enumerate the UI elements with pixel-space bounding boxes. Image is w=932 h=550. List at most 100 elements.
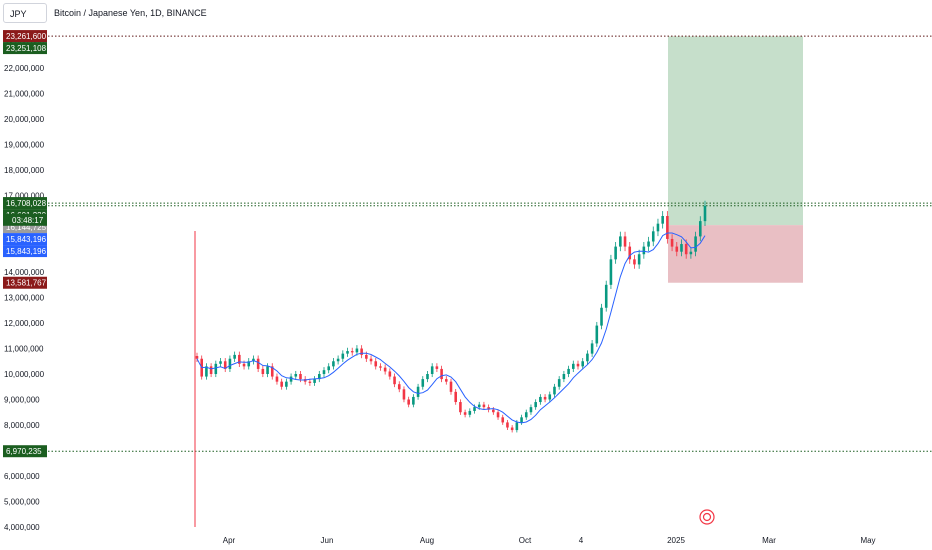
y-tick-label: 14,000,000: [4, 268, 45, 277]
candle-body: [233, 354, 236, 359]
candle-body: [449, 381, 453, 392]
candle-body: [374, 361, 378, 367]
candle-body: [421, 379, 425, 387]
x-tick-label: May: [860, 536, 875, 545]
price-label-bg: [3, 245, 47, 258]
chart-title: Bitcoin / Japanese Yen, 1D, BINANCE: [54, 8, 207, 18]
x-tick-label: 4: [579, 536, 584, 545]
candlestick-series: [195, 200, 707, 433]
candle-body: [407, 399, 410, 405]
y-tick-label: 21,000,000: [4, 90, 45, 99]
candle-body: [581, 361, 584, 367]
candle-body: [332, 361, 335, 367]
candle-body: [666, 216, 669, 239]
y-tick-label: 22,000,000: [4, 64, 45, 73]
candle-body: [699, 221, 702, 237]
candle-body: [590, 343, 594, 354]
candle-body: [280, 381, 283, 387]
candle-body: [270, 366, 274, 377]
candle-body: [543, 396, 547, 400]
candle-body: [383, 367, 387, 372]
candle-body: [496, 412, 500, 418]
candle-body: [595, 325, 599, 344]
candle-body: [365, 354, 368, 359]
candle-body: [261, 368, 265, 375]
stop-zone: [668, 225, 803, 283]
candle-body: [454, 391, 457, 403]
candle-body: [510, 427, 514, 431]
position-zones: [668, 36, 803, 283]
y-tick-label: 20,000,000: [4, 115, 45, 124]
candle-body: [487, 407, 490, 410]
candle-body: [670, 238, 674, 247]
candle-body: [633, 259, 636, 265]
candle-body: [524, 412, 528, 418]
symbol-box[interactable]: JPY: [3, 3, 47, 23]
candle-body: [228, 358, 232, 369]
y-tick-label: 17,000,000: [4, 192, 45, 201]
chart-extras: [194, 231, 715, 527]
candle-body: [614, 246, 617, 260]
y-tick-label: 6,000,000: [4, 472, 40, 481]
candle-body: [557, 379, 561, 387]
x-tick-label: Aug: [420, 536, 434, 545]
candle-body: [412, 396, 415, 405]
candle-body: [586, 353, 589, 362]
candle-body: [402, 389, 406, 400]
candle-body: [473, 407, 476, 411]
candle-body: [416, 386, 420, 397]
candle-body: [567, 368, 570, 375]
price-label-bg: [3, 276, 47, 289]
y-tick-label: 11,000,000: [4, 345, 44, 354]
candle-body: [520, 417, 523, 423]
x-axis: Apr Jun Aug Oct 4 2025 Mar May: [223, 536, 876, 545]
price-label-text: 16,144,725: [6, 223, 47, 232]
candle-body: [637, 254, 641, 265]
moving-average-path: [196, 232, 706, 424]
candle-body: [703, 205, 707, 222]
candle-body: [355, 348, 359, 353]
x-tick-label: 2025: [667, 536, 685, 545]
candle-body: [275, 376, 279, 382]
y-tick-label: 18,000,000: [4, 166, 45, 175]
price-label-text: 13,581,767: [6, 279, 47, 288]
price-label-text: 23,261,600: [6, 32, 47, 41]
candle-body: [539, 396, 542, 403]
candle-body: [694, 236, 697, 252]
price-label-text: 6,970,235: [6, 447, 42, 456]
candle-body: [313, 379, 316, 383]
candle-body: [651, 231, 655, 242]
candle-body: [600, 307, 603, 326]
candle-body: [515, 422, 519, 431]
target-zone: [668, 36, 803, 226]
candle-body: [214, 363, 218, 375]
y-tick-label: 5,000,000: [4, 497, 40, 506]
candle-body: [435, 366, 439, 369]
candle-body: [628, 246, 632, 260]
candle-body: [656, 223, 660, 232]
candle-body: [623, 236, 627, 247]
candle-body: [266, 366, 269, 375]
candle-body: [534, 402, 537, 408]
event-marker-icon: [699, 509, 715, 525]
candle-body: [440, 368, 443, 380]
candle-body: [360, 348, 363, 355]
price-label-text: 15,843,196: [6, 247, 47, 256]
candle-body: [430, 366, 434, 375]
x-tick-label: Oct: [519, 536, 532, 545]
candle-body: [501, 417, 505, 423]
x-tick-label: Jun: [321, 536, 334, 545]
candle-body: [341, 353, 345, 359]
candle-body: [529, 407, 533, 413]
countdown-text: 03:48:17: [12, 216, 44, 225]
candle-body: [369, 358, 373, 362]
candle-body: [426, 374, 429, 380]
candle-body: [482, 404, 486, 408]
candle-body: [350, 351, 354, 353]
price-label-text: 23,251,108: [6, 44, 47, 53]
price-label-bg: [3, 233, 47, 246]
candle-body: [318, 374, 321, 380]
candle-body: [619, 236, 622, 247]
x-tick-label: Mar: [762, 536, 776, 545]
